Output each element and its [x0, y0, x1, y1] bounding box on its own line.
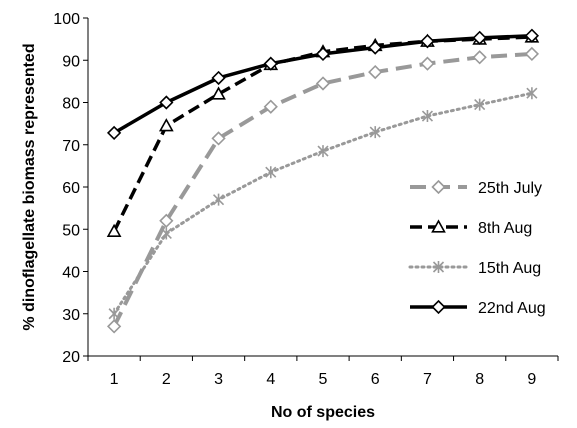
legend-marker: [431, 299, 446, 315]
legend-item: 15th Aug: [408, 260, 541, 277]
x-tick-label: 7: [423, 371, 432, 388]
data-point: [526, 87, 538, 100]
data-point: [106, 319, 122, 334]
data-point: [106, 125, 122, 141]
data-point: [159, 213, 174, 228]
y-axis-title: % dinoflagellate biomass represented: [21, 43, 38, 330]
y-tick-label: 100: [53, 11, 80, 28]
legend-label: 8th Aug: [478, 220, 532, 237]
data-point: [160, 227, 172, 240]
series-3: [108, 87, 538, 320]
series-line: [112, 35, 532, 233]
data-point: [315, 76, 331, 91]
legend-item: 8th Aug: [410, 219, 532, 237]
axes: [83, 17, 559, 361]
legend-label: 22nd Aug: [478, 300, 546, 317]
y-tick-label: 50: [62, 222, 80, 239]
data-point: [368, 64, 383, 80]
x-tick-label: 4: [266, 371, 275, 388]
series-line: [112, 51, 533, 328]
data-point: [211, 70, 226, 86]
y-tick-label: 80: [62, 96, 80, 113]
data-point: [315, 46, 331, 62]
y-tick-label: 20: [62, 349, 80, 366]
y-tick-label: 70: [62, 138, 80, 155]
data-point: [108, 307, 120, 320]
data-point: [317, 145, 329, 158]
y-tick-label: 60: [62, 180, 80, 197]
series-line: [112, 91, 534, 316]
legend-marker: [432, 261, 445, 273]
series-4: [106, 28, 540, 141]
x-tick-label: 2: [162, 371, 171, 388]
data-point: [369, 126, 381, 139]
x-tick-label: 3: [214, 371, 223, 388]
legend-marker: [431, 179, 446, 195]
legend-item: 22nd Aug: [410, 299, 546, 317]
data-point: [420, 34, 435, 49]
legend: 25th July 8th Aug 15th Aug 22nd Aug: [408, 179, 546, 317]
legend-label: 15th Aug: [478, 260, 541, 277]
data-point: [211, 131, 226, 146]
data-point: [106, 223, 122, 237]
tick-labels: 20 30 40 50 60 70 80 90 100 1 2 3 4 5 6 7 8 9: [53, 11, 536, 388]
data-point: [159, 95, 174, 110]
series-2: [106, 29, 540, 237]
data-point: [158, 118, 174, 132]
data-point: [472, 30, 487, 45]
data-point: [420, 56, 435, 71]
legend-marker: [431, 219, 446, 233]
data-point: [524, 28, 540, 43]
data-point: [212, 193, 225, 206]
series-1: [106, 46, 540, 334]
x-tick-label: 6: [371, 371, 380, 388]
y-tick-label: 40: [62, 265, 80, 282]
legend-item: 25th July: [410, 179, 542, 197]
y-tick-label: 30: [62, 307, 80, 324]
x-tick-label: 9: [527, 371, 536, 388]
data-point: [472, 50, 487, 65]
data-point: [474, 98, 486, 111]
x-axis-title: No of species: [271, 404, 375, 421]
data-point: [421, 110, 434, 123]
data-point: [524, 46, 540, 62]
data-point: [263, 99, 278, 114]
y-tick-label: 90: [62, 53, 80, 70]
legend-label: 25th July: [478, 180, 542, 197]
data-point: [263, 56, 278, 71]
data-point: [368, 40, 383, 55]
series: [106, 28, 540, 334]
data-point: [265, 166, 277, 179]
x-tick-label: 8: [475, 371, 484, 388]
data-point: [211, 86, 226, 100]
x-tick-label: 5: [319, 371, 328, 388]
x-tick-label: 1: [110, 371, 119, 388]
